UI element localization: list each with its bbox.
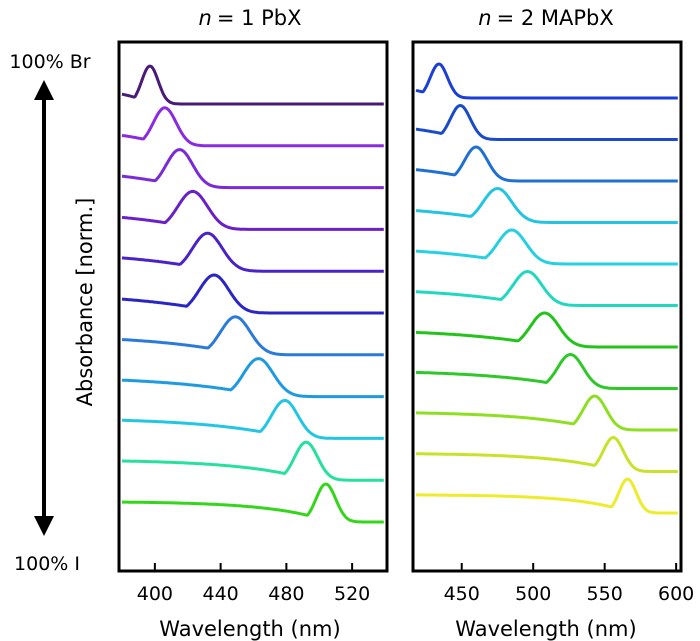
panel-1-spectrum-9-line — [121, 398, 385, 440]
panel-1-spectrum-5-line — [121, 231, 385, 273]
panel-2-spectrum-10-line — [415, 436, 679, 473]
panel-2-spectrum-4-line — [415, 187, 679, 224]
composition-arrow-head-down — [34, 516, 54, 536]
panel-1-spectrum-7-line — [121, 315, 385, 357]
top-composition-label: 100% Br — [9, 51, 90, 73]
panel-2-spectrum-9-line — [415, 394, 679, 432]
y-axis-label: Absorbance [norm.] — [73, 198, 97, 407]
panel-1-curves — [121, 64, 385, 524]
panel-1-spectrum-11-line — [121, 482, 385, 524]
panel-2-spectrum-3-line — [415, 145, 679, 183]
panel-2-x-tick-label: 450 — [444, 583, 480, 605]
panel-2-title: n = 2 MAPbX — [478, 6, 613, 30]
panel-1-title: n = 1 PbX — [199, 6, 302, 30]
panel-2-curves — [415, 62, 679, 515]
panel-1-x-tick-label: 520 — [334, 583, 370, 605]
panel-1-x-tick-label: 400 — [137, 583, 173, 605]
panel-1-title-text: = 1 PbX — [217, 6, 302, 30]
panel-1-spectrum-4-line — [121, 189, 385, 231]
panel-2-spectrum-11-line — [415, 477, 679, 515]
panel-1-spectrum-2-line — [121, 106, 385, 148]
panel-2-x-axis: 450 500 550 600 — [444, 563, 694, 605]
panel-2-title-text: = 2 MAPbX — [497, 6, 614, 30]
panel-1-spectrum-6-line — [121, 273, 385, 315]
panel-1-spectrum-3-line — [121, 148, 385, 190]
panel-1-spectrum-1-line — [121, 64, 385, 106]
panel-1-x-tick-label: 480 — [268, 583, 304, 605]
panel-2-spectrum-8-line — [415, 353, 679, 390]
panel-2-x-tick-label: 600 — [658, 583, 694, 605]
panel-2-x-tick-label: 500 — [515, 583, 551, 605]
panel-2-title-prefix: n — [478, 6, 491, 30]
panel-2-spectrum-7-line — [415, 311, 679, 349]
panel-1-x-tick-label: 440 — [202, 583, 238, 605]
panel-2-spectrum-6-line — [415, 270, 679, 307]
bottom-composition-label: 100% I — [14, 553, 80, 575]
panel-2-spectrum-1-line — [415, 62, 679, 100]
panel-1-x-axis: 400 440 480 520 — [137, 563, 370, 605]
panel-1-spectrum-10-line — [121, 440, 385, 482]
panel-2-x-tick-label: 550 — [587, 583, 623, 605]
panel-2-spectrum-2-line — [415, 104, 679, 141]
panel-2-spectrum-5-line — [415, 228, 679, 266]
panel-1-title-prefix: n — [199, 6, 212, 30]
composition-arrow-head-up — [34, 80, 54, 100]
panel-1-frame — [117, 40, 389, 573]
panel-2-frame — [411, 40, 683, 573]
panel-2-x-axis-label: Wavelength (nm) — [455, 617, 636, 641]
panel-1-x-axis-label: Wavelength (nm) — [159, 617, 340, 641]
panel-1-spectrum-8-line — [121, 357, 385, 399]
